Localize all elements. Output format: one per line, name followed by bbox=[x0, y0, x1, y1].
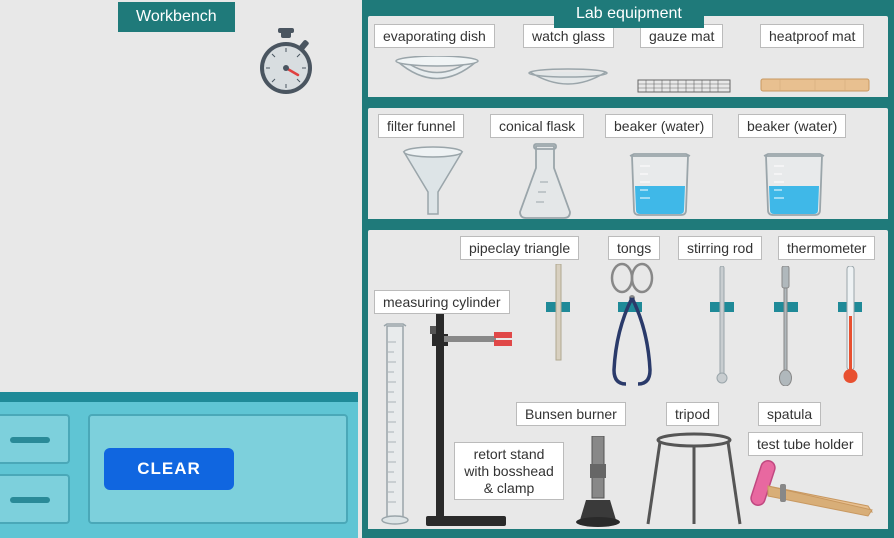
label-conical-flask: conical flask bbox=[490, 114, 584, 138]
conical-flask-icon[interactable] bbox=[514, 142, 576, 225]
shelf-row-3: pipeclay triangle tongs stirring rod the… bbox=[368, 230, 888, 532]
heatproof-mat-icon[interactable] bbox=[760, 78, 870, 99]
spatula-hanging-icon[interactable] bbox=[776, 266, 796, 391]
label-thermometer: thermometer bbox=[778, 236, 875, 260]
label-stirring-rod: stirring rod bbox=[678, 236, 762, 260]
measuring-cylinder-icon[interactable] bbox=[380, 322, 410, 533]
drawer bbox=[0, 414, 70, 464]
label-tongs: tongs bbox=[608, 236, 660, 260]
lab-equipment-panel: Lab equipment evaporating dish watch gla… bbox=[362, 0, 894, 538]
label-beaker-water-2: beaker (water) bbox=[738, 114, 846, 138]
pipeclay-triangle-icon[interactable] bbox=[552, 264, 566, 369]
beaker-water-1-icon[interactable] bbox=[626, 152, 694, 223]
watch-glass-icon[interactable] bbox=[526, 68, 610, 99]
label-test-tube-holder: test tube holder bbox=[748, 432, 863, 456]
bunsen-burner-icon[interactable] bbox=[574, 436, 624, 533]
evaporating-dish-icon[interactable] bbox=[392, 56, 482, 101]
test-tube-holder-icon[interactable] bbox=[750, 460, 880, 531]
stopwatch-icon[interactable] bbox=[256, 28, 316, 103]
filter-funnel-icon[interactable] bbox=[398, 146, 468, 223]
shelf-row-1: evaporating dish watch glass gauze mat h… bbox=[368, 16, 888, 100]
bench-edge bbox=[0, 392, 358, 402]
beaker-water-2-icon[interactable] bbox=[760, 152, 828, 223]
clear-button[interactable]: CLEAR bbox=[104, 448, 234, 490]
label-evaporating-dish: evaporating dish bbox=[374, 24, 495, 48]
drawer bbox=[0, 474, 70, 524]
label-measuring-cylinder: measuring cylinder bbox=[374, 290, 510, 314]
label-heatproof-mat: heatproof mat bbox=[760, 24, 864, 48]
label-beaker-water-1: beaker (water) bbox=[605, 114, 713, 138]
label-tripod: tripod bbox=[666, 402, 719, 426]
workbench-title: Workbench bbox=[118, 2, 235, 32]
label-filter-funnel: filter funnel bbox=[378, 114, 464, 138]
shelf-row-2: filter funnel conical flask beaker (wate… bbox=[368, 108, 888, 222]
tripod-icon[interactable] bbox=[644, 432, 744, 533]
label-spatula: spatula bbox=[758, 402, 821, 426]
lab-equipment-title: Lab equipment bbox=[554, 0, 704, 28]
workbench-area: Workbench CLEAR bbox=[0, 0, 358, 538]
label-bunsen-burner: Bunsen burner bbox=[516, 402, 626, 426]
stirring-rod-icon[interactable] bbox=[716, 266, 730, 389]
thermometer-icon[interactable] bbox=[842, 266, 860, 389]
tongs-icon[interactable] bbox=[604, 260, 660, 395]
label-retort-stand: retort stand with bosshead & clamp bbox=[454, 442, 564, 500]
label-pipeclay-triangle: pipeclay triangle bbox=[460, 236, 579, 260]
